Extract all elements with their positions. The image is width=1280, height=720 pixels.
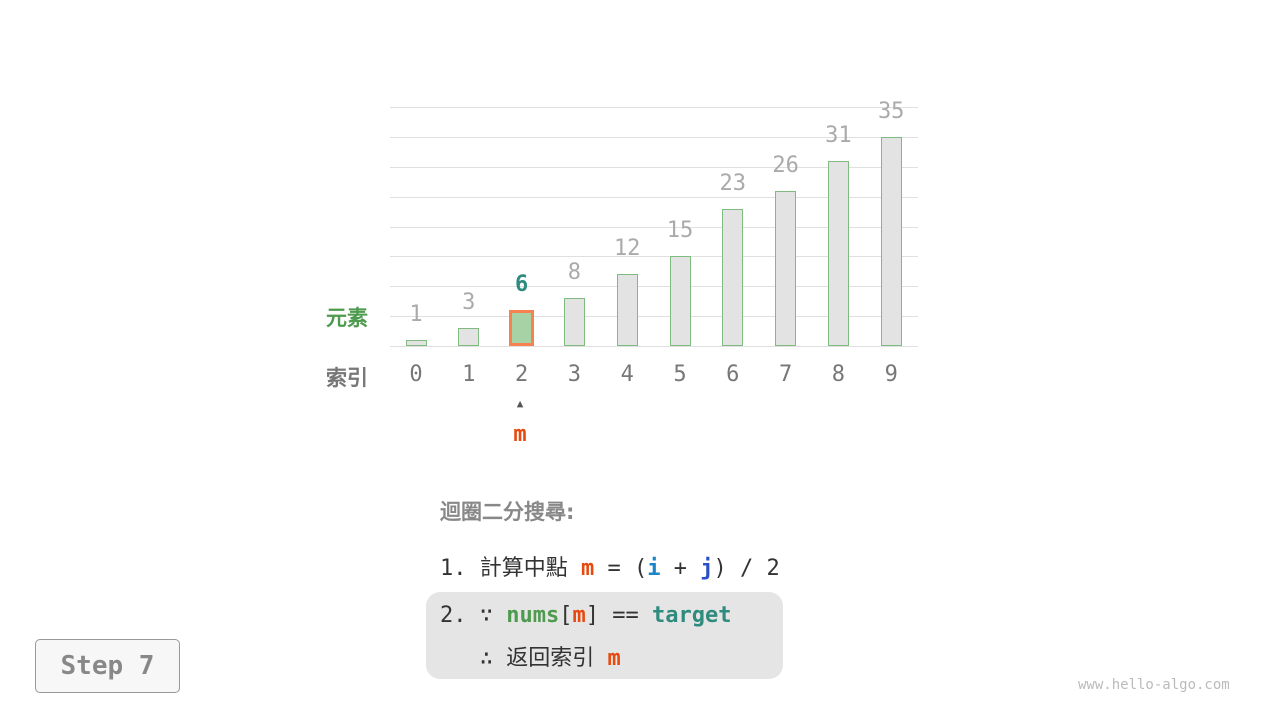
bar-value-label: 31 — [825, 122, 852, 148]
line-number: 1. — [440, 556, 467, 581]
steps-title: 迴圈二分搜尋: — [440, 500, 575, 524]
index-label: 6 — [726, 362, 740, 387]
grid-line — [390, 226, 918, 228]
bar — [458, 328, 480, 346]
var-m: m — [581, 556, 595, 581]
pointer-arrow-icon: ▲ — [516, 397, 524, 410]
bar-value-label: 35 — [877, 99, 905, 125]
bar-value-label: 6 — [514, 272, 529, 298]
bar — [616, 274, 638, 346]
bracket: ] — [585, 603, 599, 628]
index-label: 4 — [620, 362, 634, 387]
var-nums: nums — [506, 603, 560, 628]
index-label: 5 — [673, 362, 687, 387]
var-m: m — [572, 603, 586, 628]
operator: = ( — [594, 556, 648, 581]
bar-value-label: 26 — [772, 152, 799, 178]
pointer-m-label: m — [513, 422, 527, 447]
bar — [405, 340, 427, 346]
therefore-symbol: ∴ — [479, 646, 493, 671]
grid-line — [390, 107, 918, 109]
index-row-label: 索引 — [326, 366, 368, 390]
grid-line — [390, 316, 918, 318]
var-target: target — [651, 603, 732, 628]
line-text: 返回索引 — [506, 646, 595, 671]
grid-line — [390, 196, 918, 198]
bar — [775, 190, 797, 346]
grid-line — [390, 346, 918, 347]
bar-value-label: 3 — [462, 290, 476, 316]
operator: ) / 2 — [713, 556, 780, 581]
bar — [563, 298, 585, 346]
bar-highlighted — [509, 310, 535, 346]
index-label: 0 — [409, 362, 423, 387]
bar-value-label: 23 — [719, 170, 747, 196]
bar-value-label: 15 — [666, 218, 694, 244]
index-label: 9 — [884, 362, 898, 387]
bar-value-label: 8 — [567, 260, 582, 286]
grid-line — [390, 166, 918, 168]
bar — [880, 137, 902, 346]
var-i: i — [647, 556, 661, 581]
bar — [827, 160, 849, 346]
index-label: 7 — [778, 362, 793, 387]
bar-value-label: 12 — [613, 236, 641, 262]
var-m: m — [607, 646, 621, 671]
line-number: 2. — [440, 603, 467, 628]
watermark: www.hello-algo.com — [1078, 677, 1230, 693]
grid-line — [390, 286, 918, 288]
operator: == — [598, 603, 652, 628]
bracket: [ — [559, 603, 573, 628]
grid-line — [390, 137, 918, 139]
bar — [722, 208, 744, 346]
index-label: 8 — [831, 362, 846, 387]
index-label: 1 — [462, 362, 476, 387]
step-line-1: 1. 計算中點 m = (i + j) / 2 — [440, 550, 780, 582]
because-symbol: ∵ — [479, 603, 493, 628]
step-line-2: 2. ∵ nums[m] == target — [440, 603, 731, 628]
current-step-highlight — [426, 592, 783, 679]
line-text: 計算中點 — [479, 556, 568, 581]
grid-line — [390, 256, 918, 258]
step-line-3: ∴ 返回索引 m — [440, 640, 621, 672]
operator: + — [660, 556, 701, 581]
elements-row-label: 元素 — [326, 306, 368, 330]
step-button[interactable]: Step 7 — [35, 639, 180, 693]
index-label: 3 — [567, 362, 582, 387]
bar-value-label: 1 — [409, 302, 423, 328]
bar — [669, 256, 691, 346]
index-label: 2 — [514, 362, 529, 387]
var-j: j — [700, 556, 714, 581]
